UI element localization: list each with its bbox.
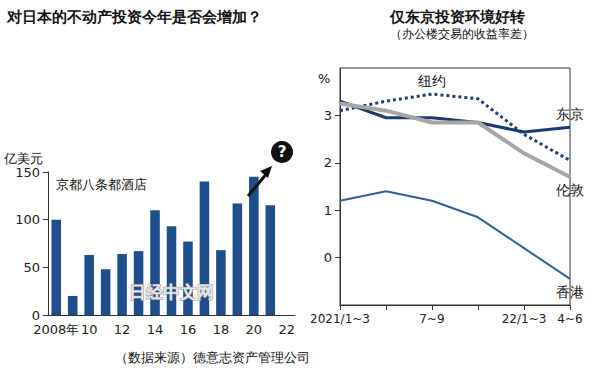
svg-text:?: ? [278, 143, 287, 161]
svg-text:50: 50 [23, 260, 40, 275]
svg-text:0: 0 [324, 250, 332, 265]
svg-text:7~9: 7~9 [419, 312, 444, 326]
svg-text:4~6: 4~6 [557, 312, 582, 326]
svg-text:香港: 香港 [556, 284, 584, 300]
svg-text:（办公楼交易的收益率差）: （办公楼交易的收益率差） [390, 27, 534, 41]
svg-text:2021/1~3: 2021/1~3 [310, 312, 370, 326]
svg-text:20: 20 [246, 322, 263, 337]
svg-text:（数据来源）德意志资产管理公司: （数据来源）德意志资产管理公司 [115, 350, 310, 365]
svg-text:3: 3 [324, 108, 332, 123]
svg-text:纽约: 纽约 [418, 73, 446, 89]
svg-text:伦敦: 伦敦 [556, 182, 584, 198]
svg-text:亿美元: 亿美元 [4, 151, 43, 166]
svg-text:对日本的不动产投资今年是否会增加？: 对日本的不动产投资今年是否会增加？ [6, 8, 262, 26]
svg-text:2: 2 [324, 155, 332, 170]
svg-text:22/1~3: 22/1~3 [502, 312, 547, 326]
svg-text:仅东京投资环境好转: 仅东京投资环境好转 [389, 8, 525, 26]
svg-text:12: 12 [114, 322, 131, 337]
svg-text:1: 1 [324, 203, 332, 218]
svg-text:22: 22 [278, 322, 295, 337]
svg-text:10: 10 [81, 322, 98, 337]
svg-text:京都八条都酒店: 京都八条都酒店 [56, 177, 147, 192]
svg-text:18: 18 [213, 322, 230, 337]
svg-text:14: 14 [147, 322, 164, 337]
svg-text:150: 150 [15, 165, 40, 180]
svg-text:0: 0 [32, 308, 40, 323]
svg-text:日经中文网: 日经中文网 [129, 282, 214, 302]
svg-text:2008年: 2008年 [33, 322, 79, 337]
svg-text:16: 16 [180, 322, 197, 337]
svg-text:100: 100 [15, 212, 40, 227]
svg-text:%: % [318, 71, 330, 86]
svg-text:东京: 东京 [556, 106, 584, 122]
